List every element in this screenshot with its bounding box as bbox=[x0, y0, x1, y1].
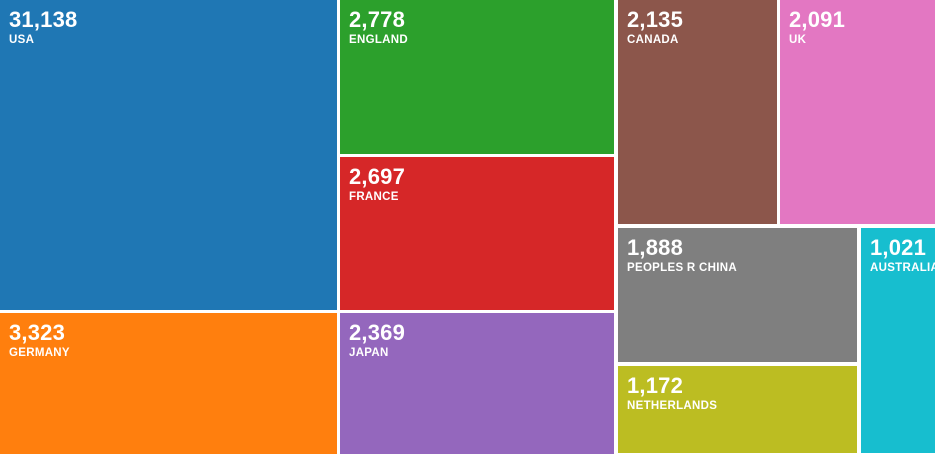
tile-value: 2,778 bbox=[349, 7, 406, 32]
tile-value: 2,135 bbox=[627, 7, 684, 32]
treemap-tile-netherlands[interactable]: 1,172 NETHERLANDS bbox=[618, 366, 857, 453]
tile-country-label: GERMANY bbox=[9, 347, 70, 360]
tile-value: 2,091 bbox=[789, 7, 846, 32]
tile-value: 1,021 bbox=[870, 235, 927, 260]
treemap-tile-uk[interactable]: 2,091 UK bbox=[780, 0, 935, 224]
tile-value: 3,323 bbox=[9, 320, 66, 345]
tile-country-label: ENGLAND bbox=[349, 34, 408, 47]
tile-country-label: AUSTRALIA bbox=[870, 262, 935, 275]
treemap-tile-japan[interactable]: 2,369 JAPAN bbox=[340, 313, 614, 454]
tile-value: 31,138 bbox=[9, 7, 78, 32]
tile-value: 1,888 bbox=[627, 235, 684, 260]
tile-value: 1,172 bbox=[627, 373, 684, 398]
treemap-tile-england[interactable]: 2,778 ENGLAND bbox=[340, 0, 614, 154]
tile-country-label: UK bbox=[789, 34, 807, 47]
treemap-tile-canada[interactable]: 2,135 CANADA bbox=[618, 0, 777, 224]
treemap-tile-usa[interactable]: 31,138 USA bbox=[0, 0, 337, 310]
tile-value: 2,369 bbox=[349, 320, 406, 345]
tile-country-label: JAPAN bbox=[349, 347, 389, 360]
treemap-tile-france[interactable]: 2,697 FRANCE bbox=[340, 157, 614, 310]
treemap-tile-australia[interactable]: 1,021 AUSTRALIA bbox=[861, 228, 935, 453]
tile-value: 2,697 bbox=[349, 164, 406, 189]
tile-country-label: PEOPLES R CHINA bbox=[627, 262, 737, 275]
tile-country-label: CANADA bbox=[627, 34, 679, 47]
tile-country-label: FRANCE bbox=[349, 191, 399, 204]
treemap-tile-germany[interactable]: 3,323 GERMANY bbox=[0, 313, 337, 454]
tile-country-label: USA bbox=[9, 34, 35, 47]
treemap-tile-peoples-r-china[interactable]: 1,888 PEOPLES R CHINA bbox=[618, 228, 857, 362]
tile-country-label: NETHERLANDS bbox=[627, 400, 718, 413]
